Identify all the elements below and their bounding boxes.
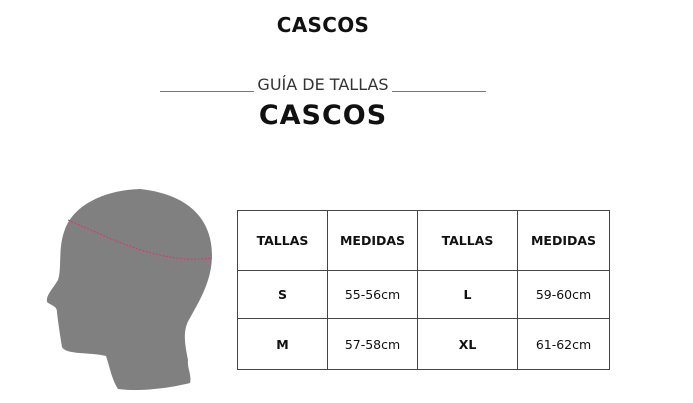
measure-cell: 55-56cm <box>327 270 418 319</box>
page-title: CASCOS <box>276 13 370 37</box>
size-cell: M <box>237 318 328 370</box>
head-silhouette <box>46 189 212 391</box>
size-cell: XL <box>417 318 518 370</box>
header-cell: MEDIDAS <box>327 210 418 271</box>
measure-line <box>67 219 213 260</box>
header-cell: MEDIDAS <box>517 210 610 271</box>
size-cell: L <box>417 270 518 319</box>
guide-heading: GUÍA DE TALLAS <box>160 75 486 94</box>
table-row: S 55-56cm L 59-60cm <box>237 270 610 319</box>
table-row: M 57-58cm XL 61-62cm <box>237 318 610 370</box>
header-cell: TALLAS <box>417 210 518 271</box>
size-cell: S <box>237 270 328 319</box>
header-cell: TALLAS <box>237 210 328 271</box>
divider-line <box>391 91 486 92</box>
size-table: TALLAS MEDIDAS TALLAS MEDIDAS S 55-56cm … <box>237 210 610 370</box>
guide-subtitle: CASCOS <box>258 100 388 131</box>
head-measurement-illustration <box>46 189 213 391</box>
guide-label: GUÍA DE TALLAS <box>257 75 389 94</box>
measure-cell: 61-62cm <box>517 318 610 370</box>
table-header-row: TALLAS MEDIDAS TALLAS MEDIDAS <box>237 210 610 271</box>
measure-cell: 59-60cm <box>517 270 610 319</box>
measure-cell: 57-58cm <box>327 318 418 370</box>
divider-line <box>160 91 255 92</box>
